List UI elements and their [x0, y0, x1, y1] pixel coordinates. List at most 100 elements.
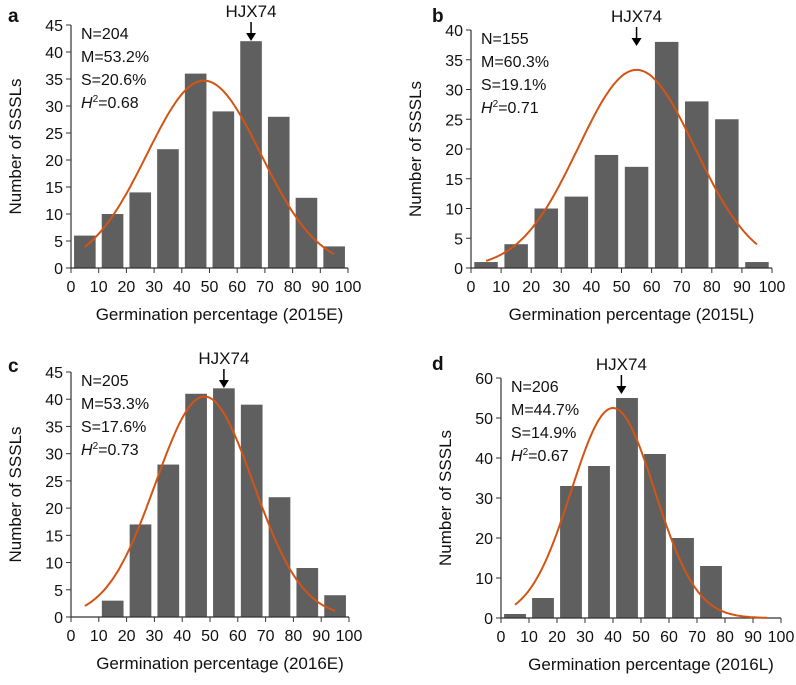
x-tick-label: 0 — [67, 279, 76, 296]
stat-text: N=206 — [511, 379, 559, 396]
hjx74-label: HJX74 — [198, 349, 249, 368]
bar — [295, 197, 318, 268]
y-tick-label: 0 — [454, 261, 463, 278]
h2-symbol: H — [511, 448, 523, 465]
bar — [685, 101, 709, 269]
x-tick-label: 10 — [90, 279, 108, 296]
y-tick-label: 10 — [45, 207, 63, 224]
bar — [644, 454, 666, 618]
bar — [560, 486, 582, 618]
x-tick-label: 50 — [201, 279, 219, 296]
y-tick-label: 60 — [475, 371, 493, 388]
x-tick-label: 60 — [643, 279, 661, 296]
y-tick-label: 20 — [475, 531, 493, 548]
x-tick-label: 100 — [768, 629, 795, 646]
stat-text: M=44.7% — [511, 402, 579, 419]
x-tick-label: 80 — [284, 279, 302, 296]
bar — [212, 111, 235, 269]
y-tick-label: 0 — [484, 611, 493, 628]
bar — [534, 208, 558, 268]
x-tick-label: 20 — [118, 279, 136, 296]
h2-symbol: H — [481, 100, 493, 117]
y-tick-label: 50 — [475, 411, 493, 428]
arrow-down-icon — [218, 380, 229, 388]
stat-text: M=53.2% — [81, 49, 149, 66]
x-tick-label: 0 — [67, 628, 76, 645]
y-axis-label: Number of SSSLs — [406, 81, 425, 217]
y-tick-label: 30 — [445, 83, 463, 100]
h2-value: =0.71 — [498, 100, 539, 117]
x-tick-label: 30 — [145, 279, 163, 296]
x-tick-label: 0 — [497, 629, 506, 646]
stat-text: N=155 — [481, 31, 529, 48]
bar — [654, 41, 679, 269]
x-tick-label: 50 — [613, 279, 631, 296]
y-tick-label: 30 — [45, 99, 63, 116]
x-tick-label: 30 — [146, 628, 164, 645]
bar — [474, 262, 498, 268]
x-tick-label: 50 — [201, 628, 219, 645]
y-tick-label: 20 — [445, 142, 463, 159]
x-axis-label: Germination percentage (2016L) — [528, 655, 774, 674]
bar — [184, 73, 207, 268]
x-tick-label: 70 — [256, 279, 274, 296]
panel-b: b 0 5 10 15 20 25 30 35 40 0 10 20 30 40 50 60 70 80 90 100G… — [406, 6, 785, 324]
x-tick-label: 20 — [522, 279, 540, 296]
y-tick-label: 15 — [445, 172, 463, 189]
x-tick-label: 100 — [759, 279, 786, 296]
bar — [672, 538, 694, 618]
x-tick-label: 30 — [576, 629, 594, 646]
y-tick-label: 10 — [475, 571, 493, 588]
x-tick-label: 40 — [583, 279, 601, 296]
x-tick-label: 10 — [520, 629, 538, 646]
heritability-text: H2=0.73 — [81, 441, 139, 459]
y-tick-label: 10 — [45, 556, 63, 573]
h2-symbol: H — [81, 442, 93, 459]
bar — [101, 214, 124, 268]
h2-value: =0.68 — [98, 95, 139, 112]
h2-value: =0.67 — [528, 448, 569, 465]
normal-fit-curve — [84, 79, 335, 255]
y-tick-label: 0 — [54, 261, 63, 278]
y-tick-label: 25 — [45, 126, 63, 143]
y-tick-label: 30 — [475, 491, 493, 508]
x-tick-label: 60 — [660, 629, 678, 646]
x-tick-label: 80 — [703, 279, 721, 296]
bar — [745, 262, 769, 268]
h2-value: =0.73 — [98, 442, 139, 459]
h2-superscript: 2 — [93, 441, 99, 452]
panel-c: c 0 5 10 15 20 25 30 35 40 45 0 10 20 30 40 50 60 70 80 90 10… — [6, 349, 362, 673]
normal-fit-curve — [514, 406, 768, 619]
x-tick-label: 90 — [311, 279, 329, 296]
y-tick-label: 5 — [54, 583, 63, 600]
panel-label: b — [432, 6, 444, 27]
y-tick-label: 20 — [45, 501, 63, 518]
x-tick-label: 90 — [744, 629, 762, 646]
panel-a: a 0 5 10 15 20 25 30 35 40 45 0 10 20 30 40 50 60 70 80 90 10… — [6, 2, 361, 324]
bar — [213, 388, 235, 617]
panel-label: c — [8, 356, 19, 377]
y-tick-label: 45 — [45, 365, 63, 382]
x-axis-label: Germination percentage (2015E) — [96, 305, 344, 324]
normal-fit-curve — [485, 68, 758, 262]
x-tick-label: 40 — [173, 628, 191, 645]
bar — [267, 116, 290, 268]
bar — [268, 497, 291, 617]
y-axis-label: Number of SSSLs — [6, 78, 25, 214]
arrow-down-icon — [246, 33, 257, 41]
heritability-text: H2=0.67 — [511, 447, 569, 465]
x-tick-label: 70 — [688, 629, 706, 646]
x-tick-label: 70 — [673, 279, 691, 296]
y-tick-label: 40 — [45, 392, 63, 409]
y-tick-label: 25 — [445, 112, 463, 129]
x-axis-label: Germination percentage (2016E) — [96, 654, 344, 673]
h2-superscript: 2 — [493, 99, 499, 110]
y-tick-label: 35 — [445, 53, 463, 70]
x-tick-label: 80 — [285, 628, 303, 645]
y-tick-label: 5 — [454, 231, 463, 248]
bar — [74, 235, 96, 268]
x-tick-label: 30 — [552, 279, 570, 296]
y-tick-label: 5 — [54, 234, 63, 251]
x-axis-label: Germination percentage (2015L) — [509, 305, 755, 324]
bar — [101, 600, 124, 617]
